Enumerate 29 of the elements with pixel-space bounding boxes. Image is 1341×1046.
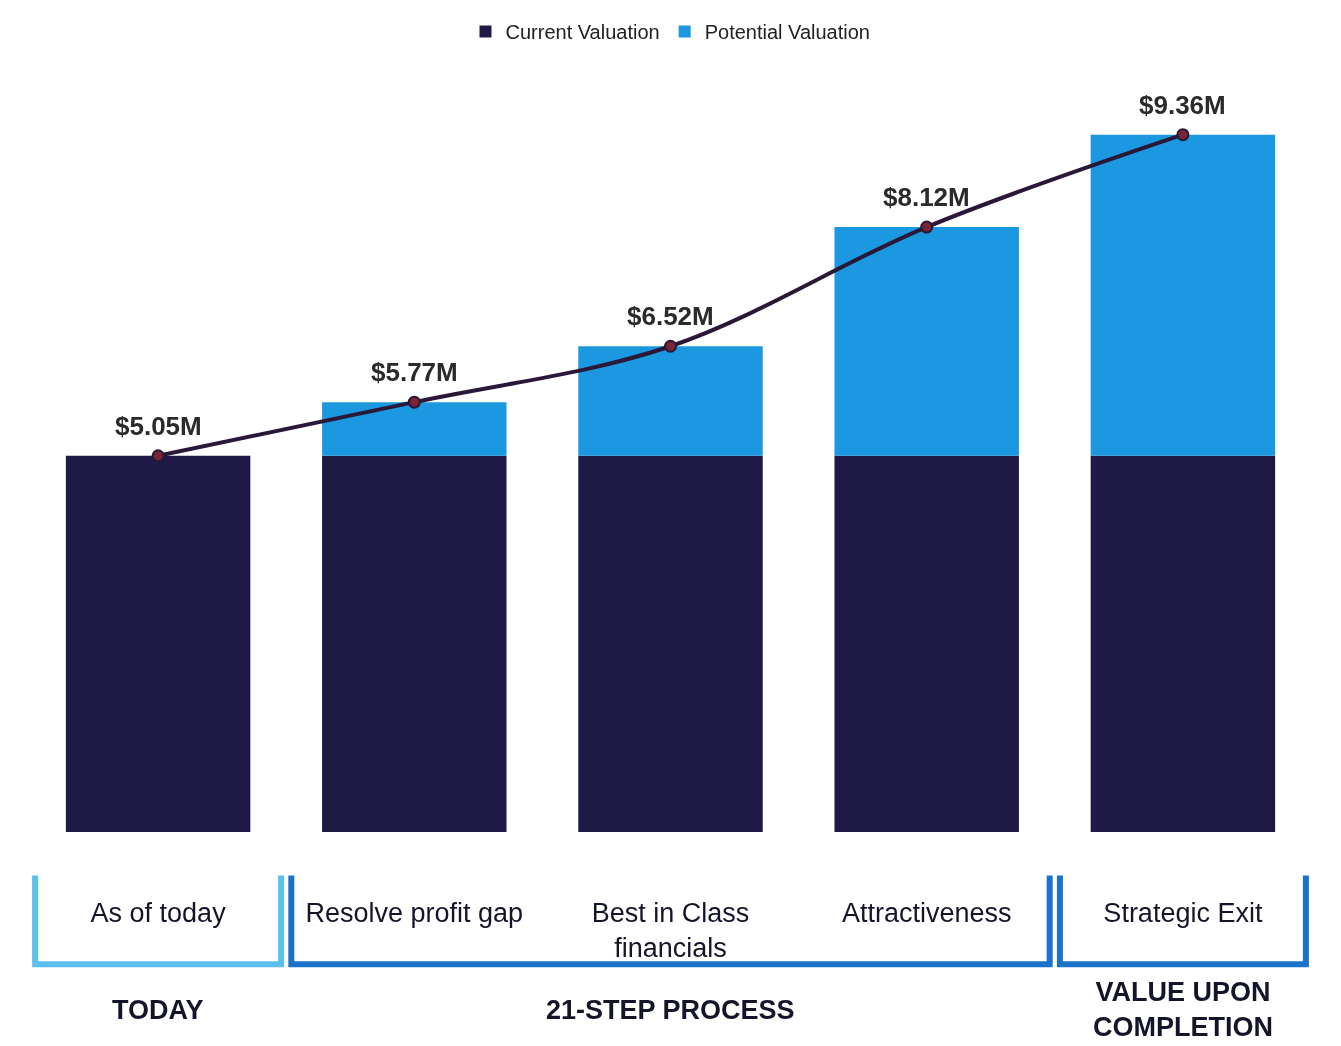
x-tick-label: Best in Class financials: [591, 898, 750, 964]
x-tick-label: Strategic Exit: [1103, 898, 1263, 928]
bar: [834, 455, 1019, 832]
bar: [578, 455, 763, 832]
point: [920, 220, 934, 234]
bar: [322, 455, 507, 832]
bar: [1090, 134, 1276, 456]
bar: [834, 227, 1019, 456]
x-tick-label: Resolve profit gap: [305, 898, 524, 928]
x-tick-label: Attractiveness: [841, 898, 1012, 928]
point: [1176, 128, 1190, 142]
legend-label: Current Valuation: [505, 21, 660, 44]
text: TODAY: [112, 995, 204, 1025]
legend-label: Potential Valuation: [704, 21, 870, 44]
text: VALUE UPON COMPLETION: [1093, 977, 1273, 1043]
bar: [578, 346, 763, 456]
data-label: $6.52M: [627, 301, 714, 331]
bar: [65, 455, 251, 832]
bar: [322, 402, 507, 456]
point: [664, 339, 677, 353]
bar: [1090, 455, 1276, 832]
point: [151, 449, 165, 463]
text: 21-STEP PROCESS: [546, 995, 795, 1025]
data-label: $8.12M: [883, 182, 970, 212]
x-tick-label: As of today: [90, 898, 227, 928]
point: [407, 395, 421, 409]
data-label: $5.77M: [371, 357, 458, 387]
data-label: $5.05M: [115, 411, 202, 441]
data-label: $9.36M: [1139, 90, 1226, 120]
